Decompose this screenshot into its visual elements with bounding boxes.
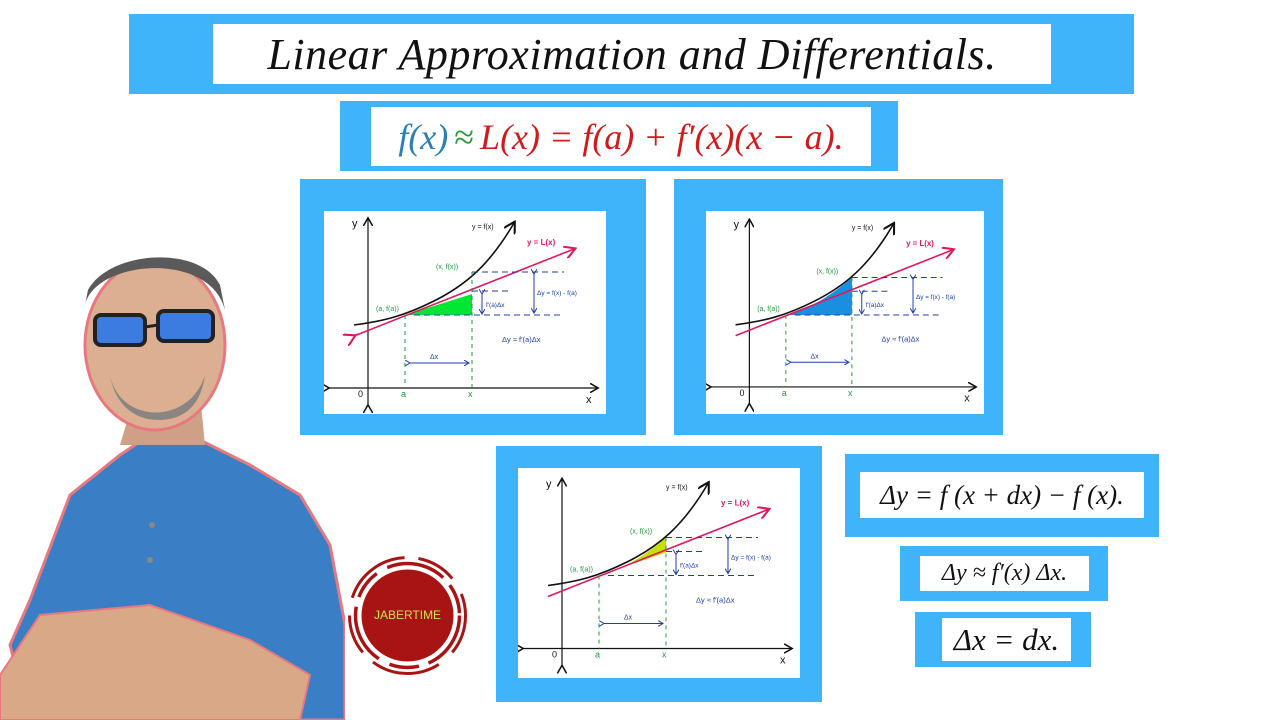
svg-text:y = f(x): y = f(x)	[852, 225, 873, 232]
svg-text:(a, f(a)): (a, f(a))	[376, 306, 399, 313]
svg-text:Δy = f(x) - f(a): Δy = f(x) - f(a)	[731, 555, 771, 562]
svg-text:0: 0	[552, 650, 557, 660]
svg-text:x: x	[468, 389, 473, 399]
svg-text:y = L(x): y = L(x)	[527, 238, 556, 247]
graph-green-svg: y x 0 a x y = f(x) y = L(x) (a, f(a)) (x…	[324, 211, 606, 414]
formula-dx: Δx = dx.	[953, 621, 1060, 657]
svg-text:Δy = f(x) - f(a): Δy = f(x) - f(a)	[537, 290, 577, 297]
svg-text:y = L(x): y = L(x)	[721, 499, 750, 508]
formula-dy: Δy = f (x + dx) − f (x).	[880, 479, 1124, 510]
formula-lhs: f(x)	[398, 116, 449, 157]
svg-text:(x, f(x)): (x, f(x))	[630, 529, 652, 536]
formula-approx: ≈	[454, 116, 475, 157]
formula-approx-banner: Δy ≈ f′(x) Δx.	[900, 546, 1108, 601]
formula-dy-approx: Δy ≈ f′(x) Δx.	[941, 560, 1068, 586]
graph-blue-svg: y x 0 a x y = f(x) y = L(x) (a, f(a)) (x…	[706, 211, 984, 414]
title-banner: Linear Approximation and Differentials.	[129, 14, 1134, 94]
svg-text:0: 0	[358, 389, 363, 399]
svg-text:x: x	[586, 394, 592, 406]
svg-text:(x, f(x)): (x, f(x))	[436, 264, 458, 271]
svg-text:a: a	[595, 650, 600, 660]
svg-text:f′(a)Δx: f′(a)Δx	[486, 302, 505, 309]
svg-text:(a, f(a)): (a, f(a))	[570, 567, 593, 574]
svg-text:a: a	[401, 389, 406, 399]
formula-rhs: L(x) = f(a) + f′(x)(x − a).	[480, 116, 844, 157]
svg-text:Δy ≈ f′(a)Δx: Δy ≈ f′(a)Δx	[696, 596, 735, 605]
graph-panel-blue: y x 0 a x y = f(x) y = L(x) (a, f(a)) (x…	[674, 179, 1003, 435]
svg-text:(a, f(a)): (a, f(a))	[757, 306, 780, 313]
svg-text:Δy = f(x) - f(a): Δy = f(x) - f(a)	[916, 294, 955, 301]
formula-dx-banner: Δx = dx.	[915, 612, 1091, 667]
graph-panel-green: y x 0 a x y = f(x) y = L(x) (a, f(a)) (x…	[300, 179, 646, 435]
svg-text:x: x	[964, 393, 970, 405]
svg-text:y: y	[734, 219, 740, 231]
formula-dy-banner: Δy = f (x + dx) − f (x).	[845, 454, 1159, 537]
svg-text:Δx: Δx	[430, 354, 439, 361]
svg-text:Δx: Δx	[810, 353, 819, 360]
yellow-fill-region	[599, 537, 666, 576]
svg-text:Δy ≈ f′(a)Δx: Δy ≈ f′(a)Δx	[502, 335, 541, 344]
svg-text:Δy ≈ f′(a)Δx: Δy ≈ f′(a)Δx	[881, 335, 919, 344]
svg-text:Δx: Δx	[624, 615, 633, 622]
jabertime-logo: JABERTIME	[345, 553, 470, 678]
presenter-photo	[0, 245, 345, 720]
main-formula-banner: f(x) ≈ L(x) = f(a) + f′(x)(x − a).	[340, 101, 898, 171]
svg-text:(x, f(x)): (x, f(x))	[816, 269, 838, 276]
title-box: Linear Approximation and Differentials.	[213, 24, 1051, 84]
svg-text:f′(a)Δx: f′(a)Δx	[680, 563, 699, 570]
svg-text:y: y	[546, 479, 552, 491]
svg-text:x: x	[848, 388, 853, 398]
svg-text:y = f(x): y = f(x)	[472, 224, 494, 231]
page-title: Linear Approximation and Differentials.	[267, 29, 997, 79]
svg-text:y: y	[352, 218, 358, 230]
graph-panel-yellow: y x 0 a x y = f(x) y = L(x) (a, f(a)) (x…	[496, 446, 822, 702]
svg-text:y = f(x): y = f(x)	[666, 485, 688, 492]
main-formula-box: f(x) ≈ L(x) = f(a) + f′(x)(x − a).	[371, 107, 871, 166]
svg-text:f′(a)Δx: f′(a)Δx	[866, 302, 885, 309]
blue-fill-region	[785, 277, 852, 315]
svg-text:0: 0	[740, 388, 745, 398]
svg-text:x: x	[662, 650, 667, 660]
svg-text:a: a	[782, 388, 787, 398]
svg-text:y = L(x): y = L(x)	[906, 239, 934, 248]
graph-yellow-svg: y x 0 a x y = f(x) y = L(x) (a, f(a)) (x…	[518, 468, 800, 678]
svg-text:x: x	[780, 655, 786, 667]
logo-text: JABERTIME	[374, 608, 441, 622]
